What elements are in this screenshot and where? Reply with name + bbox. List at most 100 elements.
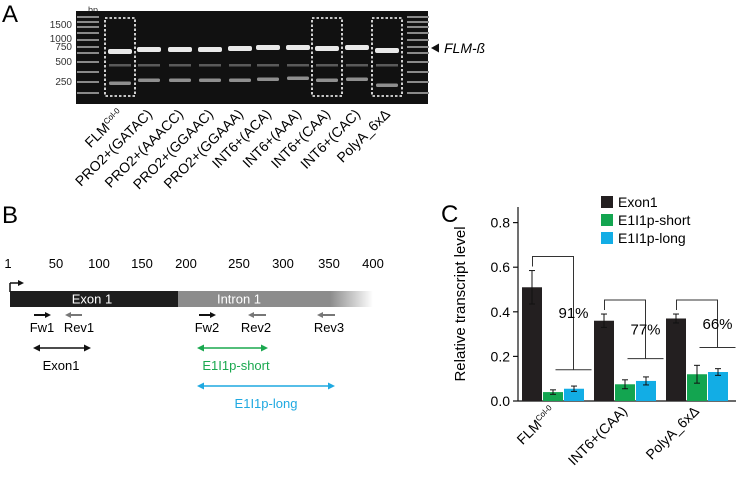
- main-band: [375, 48, 399, 53]
- legend-swatch: [601, 214, 613, 226]
- bar: [687, 374, 707, 401]
- comparison-bracket: [604, 299, 646, 359]
- scale-tick-label: 200: [175, 256, 197, 271]
- lower-band: [287, 76, 309, 80]
- ladder-band: [77, 71, 99, 73]
- amplicon-exon1-right-arrowhead-icon: [84, 344, 91, 352]
- intron-bar: [178, 291, 373, 307]
- faint-band: [376, 64, 398, 67]
- y-tick-label: 0.8: [491, 215, 511, 231]
- highlight-boxes: [104, 17, 403, 97]
- tss-arrowhead-icon: [18, 280, 24, 286]
- main-band: [315, 46, 339, 51]
- lower-band: [229, 78, 251, 82]
- gel-image: [76, 11, 428, 104]
- faint-band: [199, 64, 221, 67]
- lower-band: [199, 78, 221, 82]
- ladder-band: [77, 92, 99, 94]
- size-label: 1500: [50, 20, 73, 31]
- fw1-arrowhead-icon: [45, 312, 51, 318]
- comparison-bracket: [676, 299, 718, 348]
- y-axis-title: Relative transcript level: [452, 226, 469, 381]
- legend-label: E1I1p-short: [618, 212, 690, 228]
- ladder-band: [77, 39, 99, 41]
- scale-tick-label: 100: [88, 256, 110, 271]
- y-tick-label: 0.4: [491, 304, 511, 320]
- primer-fw2: Fw2: [195, 320, 220, 335]
- faint-band: [109, 64, 131, 67]
- primer-rev2: Rev2: [241, 320, 271, 335]
- faint-band: [257, 64, 279, 67]
- highlight-box: [104, 17, 136, 97]
- legend-label: Exon1: [618, 194, 658, 210]
- gel-bands: [77, 16, 429, 94]
- panel-c-letter: C: [441, 201, 458, 228]
- size-label: 500: [55, 57, 72, 68]
- legend-swatch: [601, 232, 613, 244]
- bar: [636, 380, 656, 401]
- scale-tick-label: 150: [131, 256, 153, 271]
- ladder-band: [407, 16, 429, 18]
- ladder-band: [407, 21, 429, 23]
- main-band: [228, 46, 252, 51]
- ladder-band: [407, 81, 429, 83]
- bp-unit-label: bp: [88, 5, 98, 15]
- reduction-label: 91%: [558, 305, 588, 322]
- primer-rev1: Rev1: [64, 320, 94, 335]
- lower-band: [138, 78, 160, 82]
- ladder-band: [77, 32, 99, 34]
- amplicon-long-right-arrowhead-icon: [328, 382, 335, 390]
- comparison-bracket: [532, 256, 574, 370]
- scale-tick-label: 400: [362, 256, 384, 271]
- ladder-band: [407, 92, 429, 94]
- reduction-label: 66%: [702, 316, 732, 333]
- lower-band: [316, 78, 338, 82]
- bar-chart: 0.0 0.2 0.4 0.6 0.8 Relative transcript level…: [452, 194, 736, 468]
- ladder-band: [77, 46, 99, 48]
- ladder-band: [77, 21, 99, 23]
- lower-band: [257, 77, 279, 81]
- scale-tick-label: 50: [49, 256, 63, 271]
- faint-band: [169, 64, 191, 67]
- faint-band: [346, 64, 368, 67]
- y-tick-label: 0.6: [491, 259, 511, 275]
- faint-band: [138, 64, 160, 67]
- lower-band: [109, 81, 131, 85]
- lower-band: [346, 77, 368, 81]
- lower-band: [169, 78, 191, 82]
- faint-band: [229, 64, 251, 67]
- bar: [594, 320, 614, 401]
- ladder-band: [77, 52, 99, 54]
- amplicon-long-left-arrowhead-icon: [197, 382, 204, 390]
- highlight-box: [311, 17, 343, 97]
- size-label: 1000: [50, 34, 73, 45]
- reduction-label: 77%: [630, 321, 660, 338]
- main-band: [137, 47, 161, 52]
- main-band: [345, 45, 369, 50]
- primer-rev3: Rev3: [314, 320, 344, 335]
- scale-tick-label: 1: [4, 256, 11, 271]
- category-label: INT6+(CAA): [565, 403, 630, 468]
- size-label: 750: [55, 42, 72, 53]
- ladder-band: [407, 71, 429, 73]
- bar: [543, 392, 563, 401]
- lower-band: [376, 83, 398, 87]
- ladder-band: [407, 61, 429, 63]
- primer-fw1: Fw1: [30, 320, 55, 335]
- y-tick-label: 0.2: [491, 348, 511, 364]
- amplicon-short-label: E1I1p-short: [202, 358, 270, 373]
- ladder-band: [77, 26, 99, 28]
- panel-b-letter: B: [2, 202, 18, 229]
- scale-tick-label: 250: [228, 256, 250, 271]
- bar: [522, 287, 542, 401]
- amplicon-exon1-left-arrowhead-icon: [33, 344, 40, 352]
- ladder-band: [407, 39, 429, 41]
- main-band: [108, 49, 132, 54]
- intron-label: Intron 1: [217, 292, 261, 307]
- bar: [708, 372, 728, 401]
- bar: [564, 388, 584, 401]
- panel-a-letter: A: [2, 1, 18, 28]
- main-band: [256, 45, 280, 50]
